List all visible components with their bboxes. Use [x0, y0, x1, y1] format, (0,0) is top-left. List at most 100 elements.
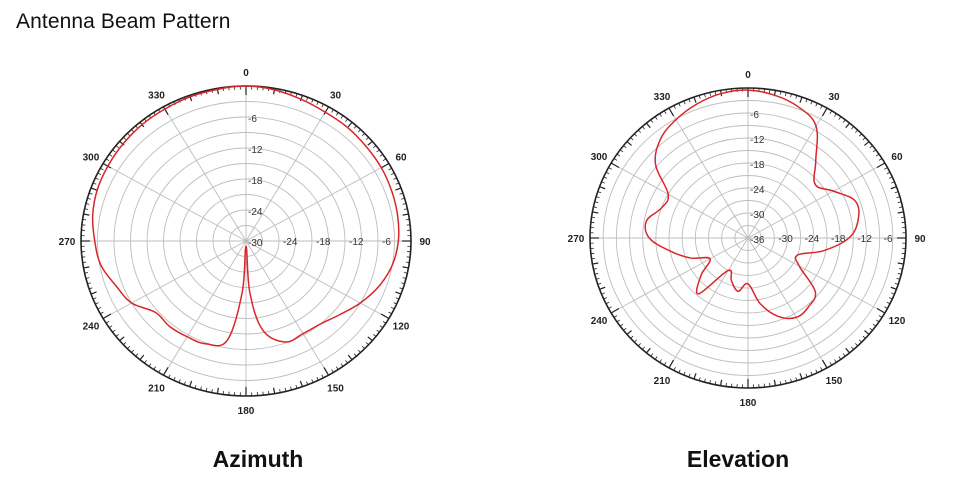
azimuth-edge-tick — [119, 336, 125, 342]
azimuth-edge-tick — [347, 121, 353, 128]
azimuth-edge-tick — [273, 387, 276, 394]
elevation-edge-tick — [693, 373, 697, 380]
elevation-edge-tick — [592, 262, 599, 265]
azimuth-edge-tick — [83, 213, 90, 216]
elevation-edge-tick — [896, 196, 900, 199]
elevation-radial-labels: -6 -6 -12 -12 -18 -18 -24 -24 -30 -30 -36 — [750, 110, 893, 246]
elevation-radial-label-horizontal: -6 — [884, 234, 893, 245]
elevation-edge-tick — [790, 378, 792, 383]
elevation-edge-tick — [897, 273, 902, 275]
elevation-edge-tick — [851, 346, 855, 350]
azimuth-edge-tick — [393, 177, 397, 180]
elevation-edge-tick — [592, 211, 599, 214]
azimuth-edge-tick — [148, 363, 152, 367]
azimuth-angle-labels: 0 30 60 90 120 150 180 210 240 270 300 330 — [59, 68, 431, 417]
elevation-edge-tick — [616, 153, 621, 157]
azimuth-edge-tick — [376, 149, 380, 153]
azimuth-angle-label-30: 30 — [330, 91, 342, 102]
elevation-edge-tick — [637, 343, 641, 347]
azimuth-edge-tick — [216, 387, 219, 394]
azimuth-polar-plot: 0 30 60 90 120 150 180 210 240 270 300 330 -6 -6 -12 -1… — [59, 68, 431, 472]
elevation-edge-tick — [616, 319, 621, 323]
azimuth-edge-tick — [205, 387, 208, 392]
azimuth-edge-tick — [367, 140, 373, 146]
elevation-edge-tick — [884, 306, 888, 309]
azimuth-edge-tick — [379, 325, 384, 329]
elevation-radial-label-horizontal: -18 — [831, 234, 846, 245]
azimuth-edge-tick — [88, 287, 93, 290]
elevation-edge-tick — [663, 362, 667, 366]
azimuth-edge-tick — [340, 363, 344, 367]
elevation-edge-tick — [810, 100, 813, 105]
azimuth-edge-tick — [393, 302, 397, 305]
azimuth-radial-label-horizontal: -6 — [382, 237, 391, 248]
elevation-edge-tick — [784, 380, 787, 384]
azimuth-edge-tick — [402, 277, 407, 279]
azimuth-edge-tick — [95, 177, 99, 180]
elevation-edge-tick — [693, 96, 697, 103]
azimuth-radial-label-vertical: -6 — [248, 114, 257, 125]
elevation-edge-tick — [719, 379, 723, 386]
elevation-edge-tick — [799, 96, 803, 103]
elevation-edge-tick — [623, 327, 627, 331]
azimuth-radial-labels: -6 -6 -12 -12 -18 -18 -24 -24 -30 — [248, 114, 391, 249]
elevation-radial-label-vertical: -12 — [750, 135, 765, 146]
azimuth-edge-tick — [178, 379, 181, 383]
elevation-radial-label-horizontal: -24 — [805, 234, 820, 245]
elevation-edge-tick — [876, 162, 886, 169]
elevation-edge-tick — [862, 335, 866, 339]
azimuth-radial-label-vertical: -18 — [248, 176, 263, 187]
elevation-edge-tick — [864, 141, 870, 146]
azimuth-edge-tick — [323, 367, 330, 376]
elevation-edge-tick — [678, 369, 681, 373]
azimuth-radial-label-horizontal: -18 — [316, 237, 331, 248]
elevation-angle-label-30: 30 — [828, 92, 840, 103]
elevation-edge-tick — [773, 379, 777, 386]
elevation-edge-tick — [894, 191, 899, 194]
elevation-edge-tick — [623, 145, 627, 149]
azimuth-chart: 0 30 60 90 120 150 180 210 240 270 300 330 -6 -6 -12 -1… — [59, 68, 431, 472]
elevation-edge-tick — [594, 273, 599, 275]
azimuth-edge-tick — [92, 182, 97, 185]
azimuth-edge-tick — [380, 162, 390, 169]
azimuth-edge-tick — [127, 133, 131, 137]
elevation-edge-tick — [855, 129, 859, 133]
azimuth-angle-label-120: 120 — [393, 322, 410, 333]
azimuth-edge-tick — [357, 129, 361, 133]
azimuth-edge-tick — [102, 162, 112, 169]
azimuth-edge-tick — [367, 336, 373, 342]
elevation-grid-spoke — [668, 107, 749, 239]
elevation-edge-tick — [876, 307, 886, 314]
azimuth-edge-tick — [395, 297, 400, 300]
elevation-edge-tick — [688, 373, 691, 378]
elevation-angle-label-90: 90 — [914, 234, 926, 245]
azimuth-edge-tick — [335, 112, 339, 116]
azimuth-edge-tick — [321, 103, 324, 108]
azimuth-edge-tick — [365, 136, 369, 140]
azimuth-edge-tick — [380, 313, 390, 320]
azimuth-edge-tick — [306, 381, 309, 385]
elevation-edge-tick — [654, 116, 658, 120]
azimuth-angle-label-210: 210 — [148, 383, 165, 394]
elevation-edge-tick — [630, 137, 634, 141]
elevation-grid-spoke — [610, 237, 749, 314]
elevation-edge-tick — [897, 201, 902, 203]
elevation-edge-tick — [864, 330, 870, 335]
elevation-angle-labels: 0 30 60 90 120 150 180 210 240 270 300 330 — [568, 70, 926, 409]
azimuth-edge-tick — [100, 311, 104, 315]
elevation-edge-tick — [888, 297, 893, 300]
elevation-angle-label-180: 180 — [740, 398, 757, 409]
elevation-edge-tick — [815, 103, 818, 107]
elevation-edge-tick — [897, 211, 904, 214]
elevation-edge-tick — [608, 306, 612, 309]
elevation-edge-tick — [601, 292, 605, 295]
elevation-grid-spoke — [747, 237, 828, 369]
azimuth-edge-tick — [85, 203, 90, 205]
elevation-edge-tick — [842, 119, 846, 123]
elevation-edge-tick — [613, 315, 618, 318]
elevation-edge-tick — [594, 201, 599, 203]
elevation-angle-label-0: 0 — [745, 70, 751, 81]
azimuth-edge-tick — [92, 297, 97, 300]
elevation-edge-tick — [858, 339, 862, 343]
azimuth-edge-tick — [395, 187, 402, 191]
